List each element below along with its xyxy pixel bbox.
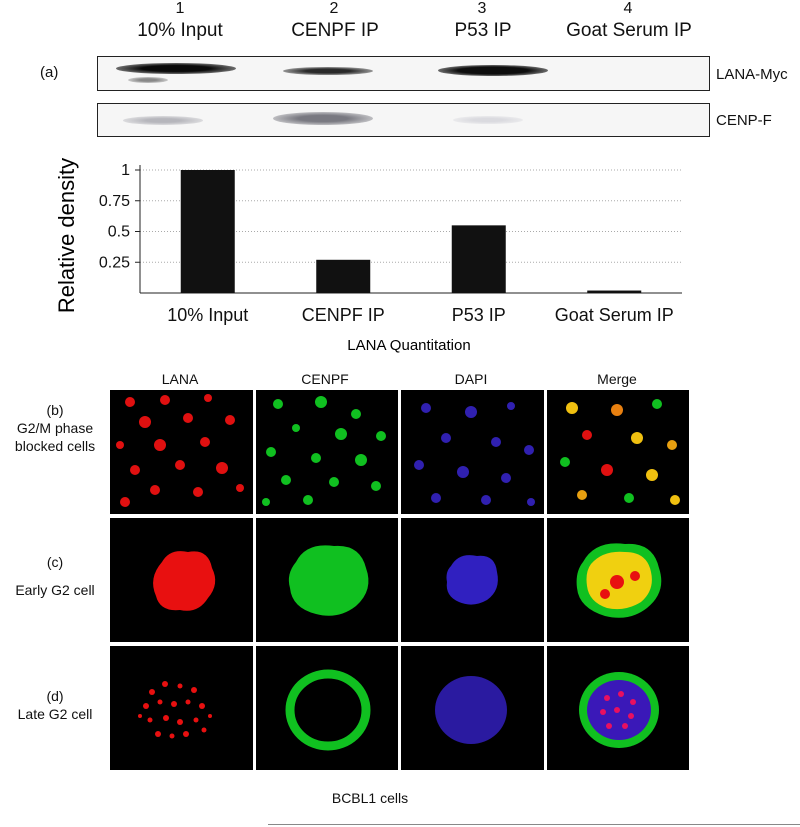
lane-name-2: CENPF IP xyxy=(291,20,379,41)
micrograph-b-cenpf xyxy=(256,390,398,514)
row-c-label-block: (c) Early G2 cell xyxy=(0,553,110,599)
x-tick-label: 10% Input xyxy=(167,305,248,325)
lane-name-3: P53 IP xyxy=(454,20,512,41)
lane-number-3: 3 xyxy=(477,0,487,17)
micrograph-c-merge xyxy=(547,518,689,642)
panel-a-label: (a) xyxy=(40,64,59,81)
micrograph-b-merge xyxy=(547,390,689,514)
figure-caption: BCBL1 cells xyxy=(331,790,409,806)
chart-x-axis-label: LANA Quantitation xyxy=(347,337,470,354)
x-tick-label: Goat Serum IP xyxy=(555,305,674,325)
bar-4 xyxy=(587,290,642,293)
lane-name-1: 10% Input xyxy=(137,20,223,41)
bottom-divider xyxy=(268,824,800,825)
micrograph-d-cenpf xyxy=(256,646,398,770)
lane-name-4: Goat Serum IP xyxy=(566,20,692,41)
micrograph-d-dapi xyxy=(401,646,544,770)
column-header-cenpf: CENPF xyxy=(301,371,349,387)
bar-2 xyxy=(316,259,371,293)
bar-3 xyxy=(451,225,506,293)
blot-label-cenp-f: CENP-F xyxy=(716,112,772,129)
blot-label-lana-myc: LANA-Myc xyxy=(716,66,788,83)
relative-density-bar-chart: 0.25 0.5 0.75 1 10% Input CENPF IP P53 IP Goat… xyxy=(54,158,682,354)
lana-myc-blot xyxy=(97,56,710,91)
row-b-label-block: (b) G2/M phase blocked cells xyxy=(0,401,110,455)
blot-band xyxy=(283,67,373,75)
micrograph-b-dapi xyxy=(401,390,544,514)
x-tick-label: CENPF IP xyxy=(302,305,385,325)
row-c-line1: Early G2 cell xyxy=(15,582,95,598)
blot-band xyxy=(273,112,373,125)
lane-number-2: 2 xyxy=(329,0,339,17)
row-b-line2: blocked cells xyxy=(14,438,96,454)
row-d-label-block: (d) Late G2 cell xyxy=(0,687,110,723)
row-c-label: (c) xyxy=(46,554,64,570)
blot-band xyxy=(128,77,168,83)
micrograph-c-dapi xyxy=(401,518,544,642)
chart-y-ticks: 0.25 0.5 0.75 1 xyxy=(99,162,140,271)
blot-band xyxy=(116,63,236,74)
cenp-f-blot xyxy=(97,103,710,137)
micrograph-d-merge xyxy=(547,646,689,770)
column-header-dapi: DAPI xyxy=(454,371,488,387)
row-d-label: (d) xyxy=(46,688,64,704)
lane-number-4: 4 xyxy=(623,0,633,17)
y-tick-label: 0.75 xyxy=(99,193,130,210)
row-b-label: (b) xyxy=(46,402,64,418)
row-b-line1: G2/M phase xyxy=(16,420,94,436)
blot-band xyxy=(453,116,523,124)
blot-band xyxy=(123,116,203,125)
micrograph-b-lana xyxy=(110,390,253,514)
column-header-merge: Merge xyxy=(597,371,637,387)
y-tick-label: 0.25 xyxy=(99,254,130,271)
micrograph-d-lana xyxy=(110,646,253,770)
y-tick-label: 1 xyxy=(121,162,130,179)
micrograph-c-lana xyxy=(110,518,253,642)
bar-1 xyxy=(180,170,235,293)
micrograph-c-cenpf xyxy=(256,518,398,642)
x-tick-label: P53 IP xyxy=(452,305,506,325)
chart-x-ticks: 10% Input CENPF IP P53 IP Goat Serum IP xyxy=(167,305,674,325)
lane-number-1: 1 xyxy=(175,0,185,17)
chart-bars xyxy=(180,170,642,293)
blot-band xyxy=(438,65,548,76)
y-tick-label: 0.5 xyxy=(108,224,130,241)
row-d-line1: Late G2 cell xyxy=(17,706,93,722)
chart-y-axis-label: Relative density xyxy=(54,158,79,313)
column-header-lana: LANA xyxy=(161,371,199,387)
